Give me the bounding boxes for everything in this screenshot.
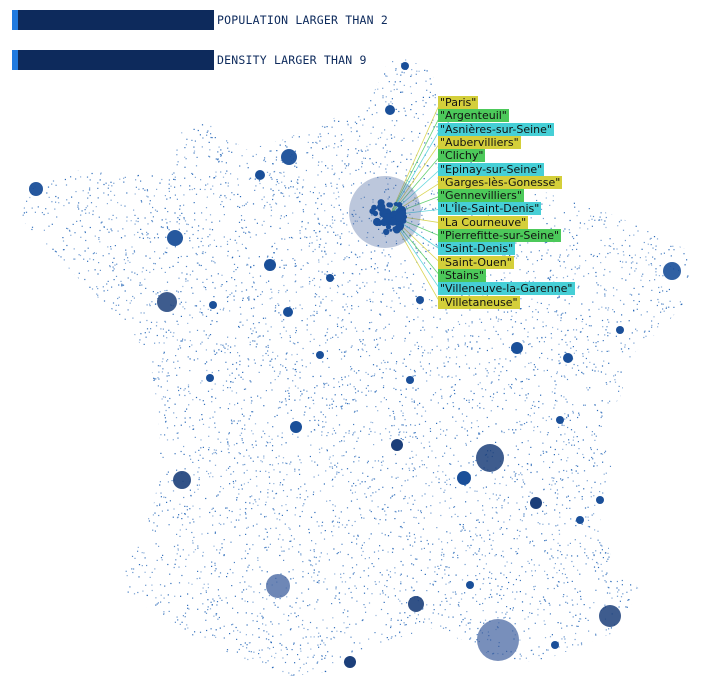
city-label[interactable]: "La Courneuve"	[438, 215, 529, 229]
city-label[interactable]: "Gennevilliers"	[438, 189, 524, 203]
city-label[interactable]: "Argenteuil"	[438, 109, 509, 123]
city-label[interactable]: "Paris"	[438, 96, 479, 109]
city-circle[interactable]	[255, 170, 265, 180]
city-circle[interactable]	[406, 376, 414, 384]
city-circle[interactable]	[556, 416, 564, 424]
population-slider-handle[interactable]	[12, 10, 18, 30]
city-label[interactable]: "Aubervilliers"	[438, 135, 521, 149]
city-circle[interactable]	[344, 656, 356, 668]
city-circle[interactable]	[563, 353, 573, 363]
city-circle[interactable]	[283, 307, 293, 317]
city-circles[interactable]	[29, 62, 681, 668]
city-circle[interactable]	[511, 342, 523, 354]
city-link-line	[389, 116, 441, 216]
city-circle[interactable]	[596, 496, 604, 504]
city-circle[interactable]	[281, 149, 297, 165]
city-label[interactable]: "L'Île-Saint-Denis"	[438, 202, 542, 216]
city-circle[interactable]	[599, 605, 621, 627]
population-filter[interactable]: POPULATION LARGER THAN 2	[12, 10, 388, 30]
city-circle[interactable]	[387, 202, 393, 208]
city-circle[interactable]	[551, 641, 559, 649]
city-circle[interactable]	[316, 351, 324, 359]
city-circle[interactable]	[416, 296, 424, 304]
city-circle[interactable]	[408, 596, 424, 612]
city-link-line	[389, 129, 441, 216]
city-circle[interactable]	[29, 182, 43, 196]
city-circle[interactable]	[401, 62, 409, 70]
city-label[interactable]: "Pierrefitte-sur-Seine"	[438, 229, 562, 242]
density-slider-handle[interactable]	[12, 50, 18, 70]
city-circle[interactable]	[385, 105, 395, 115]
city-circle[interactable]	[383, 215, 391, 223]
city-circle[interactable]	[290, 421, 302, 433]
city-circle[interactable]	[393, 202, 399, 207]
city-circle[interactable]	[209, 301, 217, 309]
city-circle[interactable]	[389, 217, 397, 226]
city-circle[interactable]	[377, 199, 385, 207]
city-circle[interactable]	[397, 224, 404, 231]
city-circle[interactable]	[369, 208, 376, 215]
city-circle[interactable]	[385, 224, 392, 230]
city-circle[interactable]	[379, 210, 384, 215]
population-slider[interactable]	[12, 10, 214, 30]
city-circle[interactable]	[206, 374, 214, 382]
city-label[interactable]: "Garges-lès-Gonesse"	[438, 175, 563, 189]
city-label[interactable]: "Asnières-sur-Seine"	[438, 122, 554, 136]
city-label[interactable]: "Saint-Denis"	[438, 242, 516, 256]
city-circle[interactable]	[616, 326, 624, 334]
commune-dots	[22, 58, 690, 676]
city-circle[interactable]	[530, 497, 542, 509]
city-label[interactable]: "Villeneuve-la-Garenne"	[438, 282, 575, 296]
city-circle[interactable]	[167, 230, 183, 246]
city-circle[interactable]	[476, 444, 504, 472]
density-filter-label: DENSITY LARGER THAN 9	[217, 53, 367, 67]
city-circle[interactable]	[266, 574, 290, 598]
city-circle[interactable]	[264, 259, 276, 271]
city-circle[interactable]	[157, 292, 177, 312]
city-label[interactable]: "Clichy"	[438, 149, 486, 163]
city-label[interactable]: "Epinay-sur-Seine"	[438, 162, 545, 176]
city-label[interactable]: "Stains"	[438, 268, 486, 282]
city-circle[interactable]	[477, 619, 519, 661]
density-filter[interactable]: DENSITY LARGER THAN 9	[12, 50, 367, 70]
city-circle[interactable]	[377, 221, 382, 226]
city-circle[interactable]	[391, 439, 403, 451]
city-circle[interactable]	[389, 228, 393, 232]
city-circle[interactable]	[576, 516, 584, 524]
city-circle[interactable]	[663, 262, 681, 280]
city-circle[interactable]	[383, 228, 390, 236]
city-circle[interactable]	[395, 212, 404, 222]
city-circle[interactable]	[466, 581, 474, 589]
city-circle[interactable]	[457, 471, 471, 485]
city-circle[interactable]	[326, 274, 334, 282]
density-slider[interactable]	[12, 50, 214, 70]
population-filter-label: POPULATION LARGER THAN 2	[217, 13, 388, 27]
city-link-line	[389, 102, 441, 216]
city-circle[interactable]	[173, 471, 191, 489]
city-label[interactable]: "Saint-Ouen"	[438, 255, 514, 269]
city-link-line	[389, 169, 441, 216]
city-label[interactable]: "Villetaneuse"	[438, 295, 520, 309]
